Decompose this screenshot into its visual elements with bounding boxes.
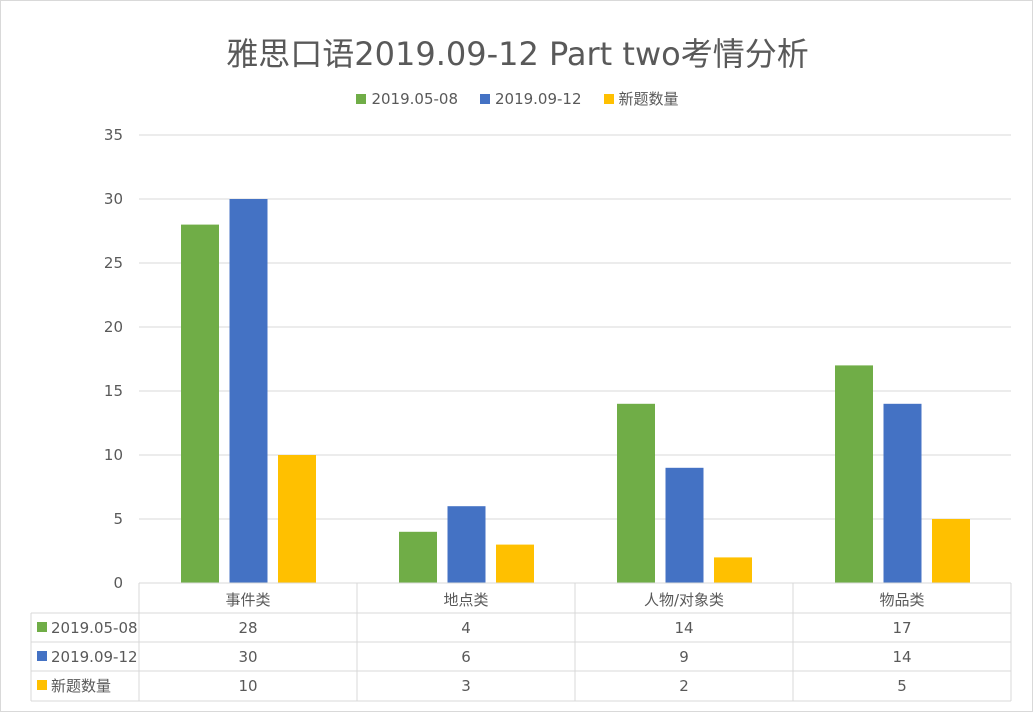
bar <box>835 365 873 583</box>
bar <box>278 455 316 583</box>
table-cell: 5 <box>897 677 907 695</box>
x-category-label: 人物/对象类 <box>644 591 724 609</box>
bar <box>229 199 268 583</box>
table-series-label: 新题数量 <box>51 677 111 695</box>
table-legend-key <box>37 622 47 632</box>
table-series-label: 2019.05-08 <box>51 619 138 637</box>
bar <box>714 557 752 583</box>
x-category-label: 物品类 <box>879 591 924 609</box>
legend-label: 2019.05-08 <box>371 89 458 108</box>
legend-swatch <box>479 93 490 104</box>
bar <box>883 403 922 583</box>
legend-swatch <box>603 93 614 104</box>
y-tick-label: 15 <box>104 382 123 400</box>
y-tick-label: 20 <box>104 318 123 336</box>
y-tick-label: 35 <box>104 126 123 144</box>
legend: 2019.05-08 2019.09-12 新题数量 <box>1 88 1033 109</box>
table-cell: 28 <box>238 619 257 637</box>
table-series-label: 2019.09-12 <box>51 648 138 666</box>
table-cell: 10 <box>238 677 257 695</box>
legend-label: 新题数量 <box>618 90 679 108</box>
bar <box>399 531 437 583</box>
table-cell: 14 <box>674 619 693 637</box>
legend-item: 2019.09-12 <box>479 88 582 109</box>
bar <box>932 519 970 583</box>
table-legend-key <box>37 651 47 661</box>
table-cell: 17 <box>892 619 911 637</box>
legend-item: 2019.05-08 <box>356 88 458 109</box>
legend-label: 2019.09-12 <box>494 89 582 108</box>
legend-item: 新题数量 <box>603 88 679 109</box>
bar <box>617 403 655 583</box>
bar <box>447 506 486 583</box>
table-cell: 9 <box>679 648 689 666</box>
chart-title: 雅思口语2019.09-12 Part two考情分析 <box>226 35 809 73</box>
table-cell: 2 <box>679 677 689 695</box>
legend-swatch <box>356 93 367 104</box>
bar <box>496 544 534 583</box>
table-cell: 30 <box>238 648 257 666</box>
y-tick-label: 25 <box>104 254 123 272</box>
y-tick-label: 0 <box>113 574 123 592</box>
table-cell: 4 <box>461 619 471 637</box>
bar <box>665 467 704 583</box>
table-legend-key <box>37 680 47 690</box>
table-cell: 3 <box>461 677 471 695</box>
bar <box>181 224 219 583</box>
y-tick-label: 10 <box>104 446 123 464</box>
table-cell: 6 <box>461 648 471 666</box>
x-category-label: 地点类 <box>443 591 488 609</box>
y-tick-label: 30 <box>104 190 123 208</box>
table-cell: 14 <box>892 648 911 666</box>
x-category-label: 事件类 <box>225 591 270 609</box>
y-tick-label: 5 <box>113 510 123 528</box>
